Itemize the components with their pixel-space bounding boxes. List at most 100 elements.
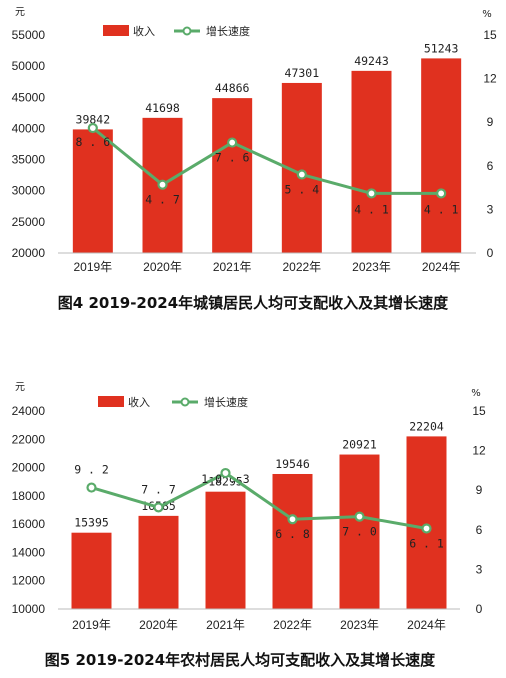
growth-point: [220, 467, 231, 479]
y2-tick-label: 15: [483, 28, 497, 42]
bar-value-label: 22204: [409, 419, 444, 433]
growth-line: [91, 471, 427, 530]
y-tick-label: 18000: [12, 489, 46, 503]
growth-point: [287, 514, 298, 525]
y-tick-label: 12000: [12, 574, 46, 588]
bar-value-label: 44866: [215, 81, 250, 95]
right-unit-label: %: [482, 9, 492, 20]
x-tick-label: 2020年: [143, 260, 182, 274]
x-tick-label: 2022年: [273, 618, 312, 632]
growth-point: [436, 188, 447, 199]
bar: [406, 436, 447, 609]
y2-tick-label: 9: [487, 115, 494, 129]
bar-value-label: 47301: [285, 66, 320, 80]
growth-point: [421, 523, 432, 534]
legend-label-income: 收入: [128, 395, 150, 409]
bar: [212, 98, 253, 253]
y-tick-label: 50000: [12, 59, 46, 73]
y-tick-label: 55000: [12, 28, 46, 42]
legend-label-growth: 增长速度: [204, 395, 248, 409]
y2-tick-label: 6: [487, 159, 494, 173]
y-tick-label: 30000: [12, 184, 46, 198]
bar: [72, 129, 113, 253]
y-tick-label: 24000: [12, 404, 46, 418]
growth-value-label: 9 . 2: [74, 463, 109, 477]
y-tick-label: 20000: [12, 461, 46, 475]
left-unit-label: 元: [15, 7, 25, 18]
chart-2: 元% 10000 12000 14000 16000 18000 20000 22000 240…: [12, 382, 486, 669]
legend-bar-swatch: [98, 396, 124, 407]
growth-value-label: 5 . 4: [285, 183, 320, 197]
chart-caption: 图4 2019-2024年城镇居民人均可支配收入及其增长速度: [58, 294, 449, 312]
y-tick-label: 16000: [12, 517, 46, 531]
growth-value-label: 7 . 0: [342, 525, 377, 539]
x-tick-label: 2023年: [340, 618, 379, 632]
growth-point: [157, 179, 168, 190]
x-tick-label: 2024年: [407, 618, 446, 632]
x-tick-label: 2023年: [352, 260, 391, 274]
y2-tick-label: 15: [472, 404, 486, 418]
y-tick-label: 20000: [12, 246, 46, 260]
chart-1: 元 % 20000 25000 30000 35000 40000 45000 50000 550…: [12, 7, 497, 312]
y2-tick-label: 6: [476, 523, 483, 537]
bar: [421, 58, 462, 253]
growth-point: [366, 188, 377, 199]
bar: [272, 473, 313, 609]
chart-caption: 图5 2019-2024年农村居民人均可支配收入及其增长速度: [45, 651, 436, 669]
growth-point: [296, 169, 307, 180]
growth-point: [354, 511, 365, 522]
growth-value-label: 6 . 1: [409, 536, 444, 550]
bar-value-label: 39842: [76, 112, 111, 126]
bar-value-label: 49243: [354, 54, 389, 68]
growth-point: [153, 502, 164, 513]
y2-tick-label: 3: [476, 562, 483, 576]
bar: [138, 515, 179, 609]
right-unit-label: %: [471, 388, 481, 399]
growth-point: [86, 482, 97, 493]
x-tick-label: 2021年: [206, 618, 245, 632]
y-tick-label: 25000: [12, 215, 46, 229]
bar: [205, 491, 246, 609]
bar-value-label: 41698: [145, 101, 180, 115]
bar: [71, 532, 112, 609]
y2-tick-label: 0: [487, 246, 494, 260]
y2-tick-label: 12: [483, 72, 497, 86]
y-tick-label: 14000: [12, 545, 46, 559]
y2-tick-label: 9: [476, 483, 483, 497]
legend-line-marker: [180, 397, 190, 407]
growth-value-label: 4 . 1: [424, 202, 459, 216]
x-tick-label: 2019年: [73, 260, 112, 274]
y2-tick-label: 12: [472, 444, 486, 458]
growth-value-label: 6 . 8: [275, 527, 310, 541]
x-tick-label: 2019年: [72, 618, 111, 632]
legend-label-growth: 增长速度: [206, 24, 250, 38]
growth-value-label: 4 . 7: [145, 193, 180, 207]
bar-value-label: 19546: [275, 457, 310, 471]
bar: [351, 70, 392, 254]
growth-line: [91, 126, 442, 195]
legend-line-marker: [182, 26, 192, 36]
x-tick-label: 2021年: [213, 260, 252, 274]
bar-value-label: 51243: [424, 41, 459, 55]
y-tick-label: 35000: [12, 153, 46, 167]
legend-label-income: 收入: [133, 24, 155, 38]
y-tick-label: 22000: [12, 432, 46, 446]
bar-value-label: 15395: [74, 516, 109, 530]
bar-value-label: 20921: [342, 438, 377, 452]
y-tick-label: 45000: [12, 90, 46, 104]
growth-value-label: 1 0 . 3: [201, 472, 250, 486]
legend-bar-swatch: [103, 25, 129, 36]
growth-value-label: 7 . 6: [215, 151, 250, 165]
growth-point: [227, 137, 238, 148]
y2-tick-label: 3: [487, 202, 494, 216]
left-unit-label: 元: [15, 382, 25, 393]
x-tick-label: 2022年: [282, 260, 321, 274]
x-tick-label: 2024年: [422, 260, 461, 274]
growth-value-label: 4 . 1: [354, 202, 389, 216]
growth-point: [87, 122, 98, 134]
growth-value-label: 8 . 6: [76, 135, 111, 149]
y2-tick-label: 0: [476, 602, 483, 616]
y-tick-label: 40000: [12, 121, 46, 135]
y-tick-label: 10000: [12, 602, 46, 616]
